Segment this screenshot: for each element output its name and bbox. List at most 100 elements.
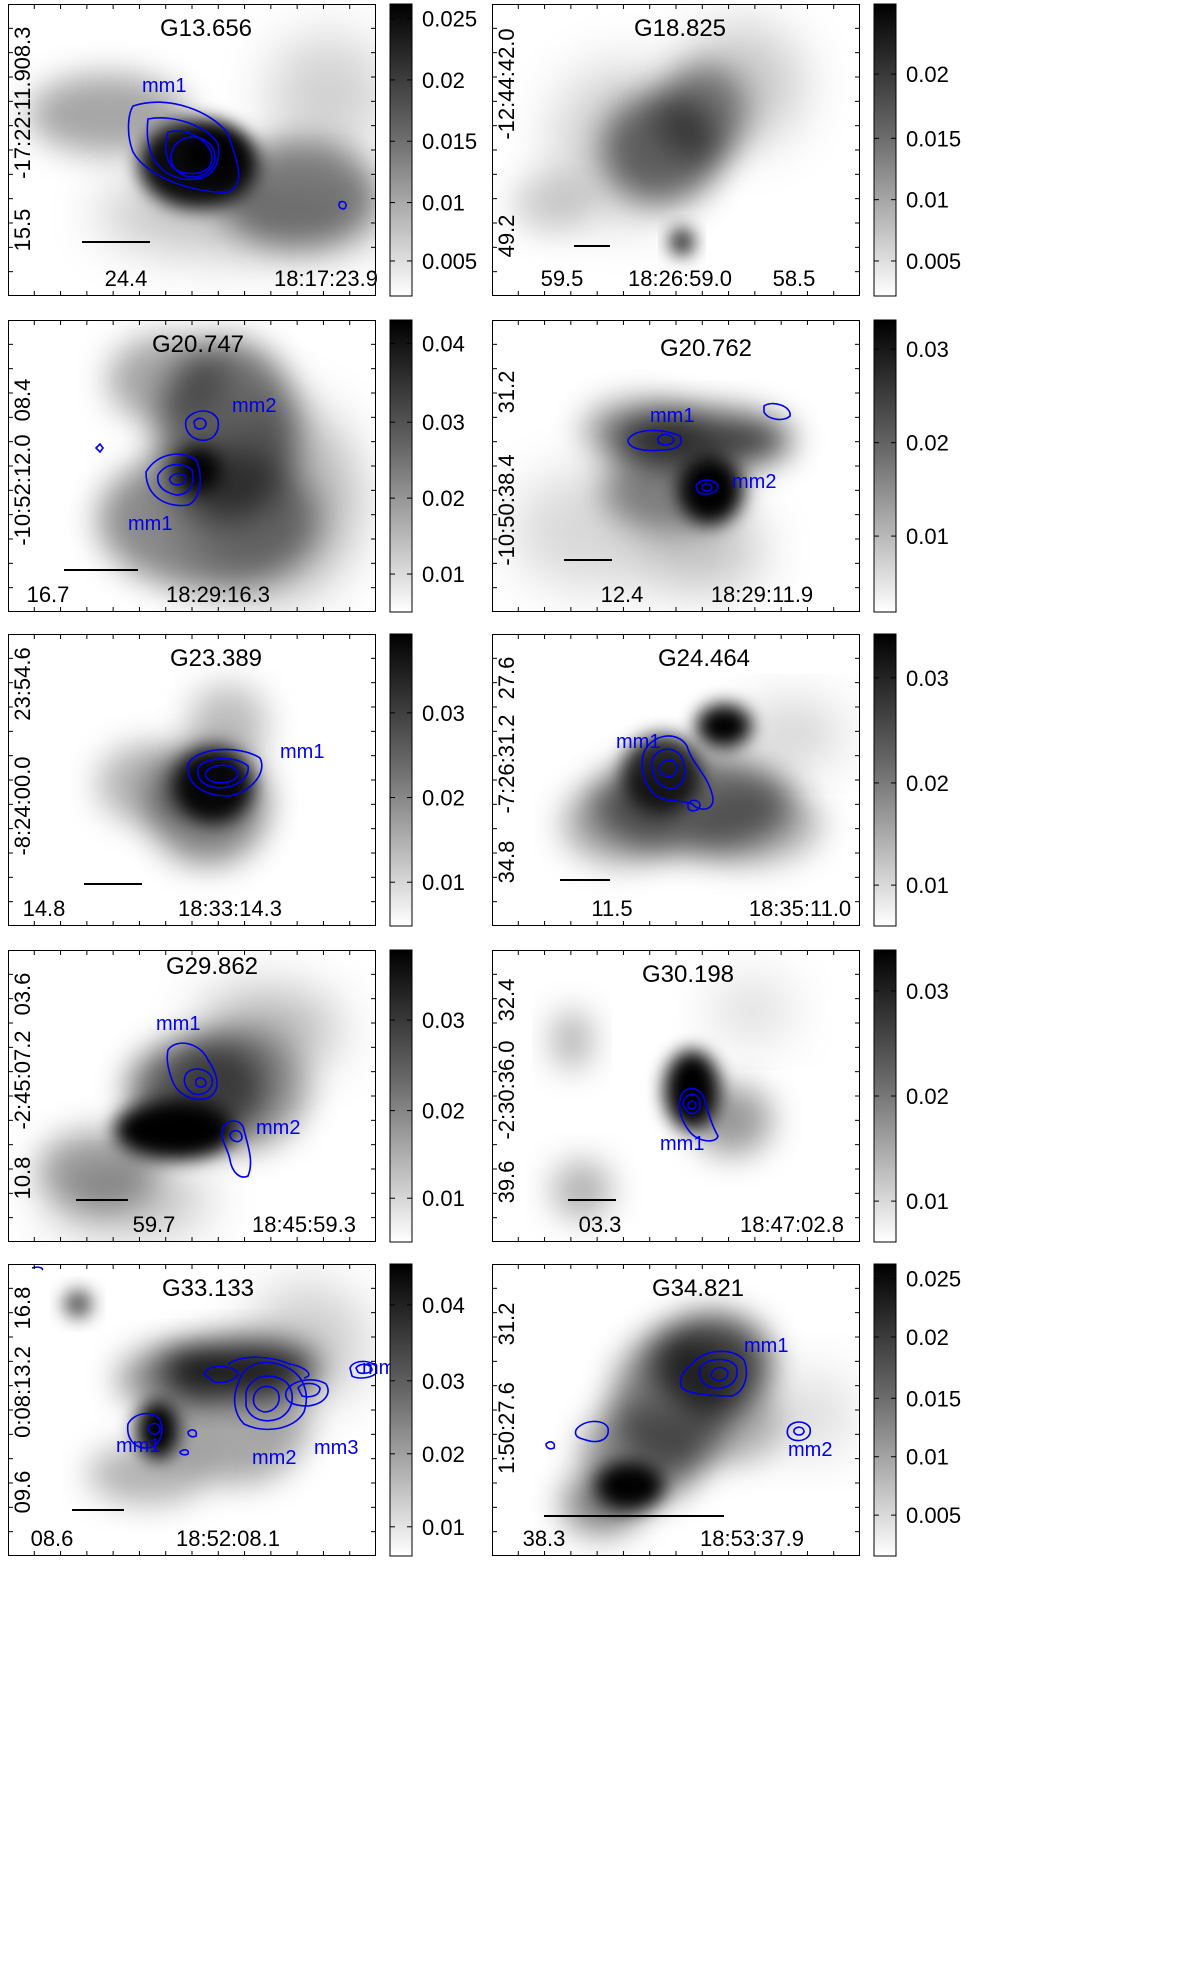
emission-map [552, 980, 792, 1220]
dec-axis-label: 0:08:13.2 [10, 1346, 35, 1438]
contour-line [183, 1068, 214, 1096]
contour-line [698, 1358, 738, 1389]
emission-blob [696, 704, 752, 748]
contour-line [658, 759, 678, 778]
contour-line [355, 1363, 373, 1375]
panel-grid: G13.656 24.4 18:17:23.9 08.3-17:22:11.9 15.5… [8, 3, 961, 1557]
emission-blob [98, 174, 376, 254]
colorbar: 0.025 0.02 0.015 0.01 0.005 [873, 1263, 961, 1557]
source-label: mm2 [788, 1439, 832, 1461]
emission-map [38, 990, 338, 1230]
contour-group [545, 1350, 812, 1450]
contour-line [763, 402, 791, 421]
colorbar-tick-label: 0.02 [422, 1099, 465, 1124]
panel-title: G18.825 [634, 15, 726, 42]
ra-axis-label: 18:17:23.9 [274, 266, 378, 291]
dec-axis-label: 1:50:27.6 [494, 1382, 519, 1474]
colorbar-tick-label: 0.02 [906, 771, 949, 796]
contour-line [627, 429, 682, 452]
colorbar-gradient [389, 3, 413, 297]
emission-blob [682, 1384, 782, 1464]
dec-axis-label: -2:45:07.2 [10, 1030, 35, 1129]
emission-blob [198, 990, 338, 1070]
panel-title: G23.389 [170, 645, 262, 672]
colorbar: 0.04 0.03 0.02 0.01 [389, 319, 465, 613]
source-label: mm2 [232, 395, 276, 417]
panel-title: G20.762 [660, 335, 752, 362]
contour-line [701, 483, 713, 492]
colorbar-tick-label: 0.005 [422, 249, 477, 274]
contour-line [196, 757, 249, 789]
emission-blob [552, 64, 692, 224]
panel-title: G20.747 [152, 331, 244, 358]
source-label: mm2 [732, 471, 776, 493]
emission-blob [562, 784, 682, 864]
ra-axis-label: 59.5 [541, 266, 584, 291]
colorbar-tick-label: 0.02 [422, 68, 465, 93]
emission-blob [682, 24, 802, 144]
emission-blob [712, 980, 792, 1040]
colorbar-tick-label: 0.025 [906, 1267, 961, 1292]
colorbar-tick-label: 0.005 [906, 249, 961, 274]
ra-axis-label: 18:26:59.0 [628, 266, 732, 291]
colorbar-tick-label: 0.015 [422, 129, 477, 154]
emission-blob [183, 130, 243, 178]
contour-line [164, 130, 213, 175]
panel-title: G29.862 [166, 953, 258, 980]
panel-g33-133: G33.133 08.6 18:52:08.1 16.8 0:08:13.2 09.6 mm… [8, 1263, 465, 1557]
contour-line [168, 472, 187, 486]
colorbar-tick-label: 0.02 [422, 486, 465, 511]
contour-line [657, 433, 675, 446]
contour-group [678, 1087, 719, 1142]
colorbar-tick-label: 0.01 [906, 188, 949, 213]
colorbar-tick-label: 0.01 [422, 562, 465, 587]
colorbar-tick-label: 0.01 [906, 1445, 949, 1470]
panel-g20-747: G20.747 16.7 18:29:16.3 08.4 -10:52:12.0 mm2 m… [8, 319, 465, 613]
contour-group [31, 1266, 376, 1456]
source-label: mm1 [116, 1435, 160, 1457]
contour-line [147, 1422, 161, 1435]
ra-axis-label: 18:29:11.9 [711, 582, 813, 607]
contour-line [193, 417, 207, 430]
contour-group [627, 402, 791, 495]
emission-blob [582, 400, 702, 460]
dec-axis-label: 09.6 [10, 1471, 35, 1514]
colorbar-tick-label: 0.01 [906, 524, 949, 549]
contour-line [203, 1365, 239, 1384]
emission-map [512, 400, 792, 590]
emission-map [512, 24, 802, 256]
emission-blob [512, 470, 672, 590]
contour-line [687, 799, 701, 812]
contour-line [204, 764, 239, 784]
panel-title: G13.656 [160, 15, 252, 42]
emission-blob [268, 34, 376, 154]
contour-line [187, 748, 263, 797]
contour-line [187, 1429, 198, 1438]
contour-line [679, 1350, 748, 1397]
colorbar-tick-label: 0.02 [422, 1442, 465, 1467]
dec-axis-label: 27.6 [494, 657, 519, 700]
panel-g30-198: G30.198 03.3 18:47:02.8 32.4 -2:30:36.0 39.6 m… [492, 949, 949, 1243]
colorbar-tick-label: 0.03 [422, 1369, 465, 1394]
ra-axis-label: 14.8 [23, 896, 66, 921]
source-label: mm1 [128, 513, 172, 535]
contour-group [187, 748, 263, 797]
colorbar-tick-label: 0.01 [422, 191, 465, 216]
contour-line [252, 1385, 280, 1413]
emission-map [28, 34, 376, 254]
contour-line [710, 1366, 729, 1382]
colorbar: 0.03 0.02 0.01 [873, 949, 949, 1243]
colorbar-tick-label: 0.01 [906, 1189, 949, 1214]
panel-g18-825: G18.825 59.5 18:26:59.0 58.5 -12:44:42.0 49.2… [492, 3, 961, 297]
contour-line [166, 1042, 218, 1100]
colorbar-tick-label: 0.005 [906, 1503, 961, 1528]
colorbar-tick-label: 0.01 [422, 1186, 465, 1211]
colorbar-tick-label: 0.02 [906, 431, 949, 456]
panel-title: G33.133 [162, 1275, 254, 1302]
colorbar-tick-label: 0.03 [422, 701, 465, 726]
colorbar-tick-label: 0.03 [906, 979, 949, 1004]
colorbar-tick-label: 0.02 [906, 1084, 949, 1109]
ra-axis-label: 18:47:02.8 [740, 1212, 844, 1237]
source-label: mm1 [280, 741, 324, 763]
